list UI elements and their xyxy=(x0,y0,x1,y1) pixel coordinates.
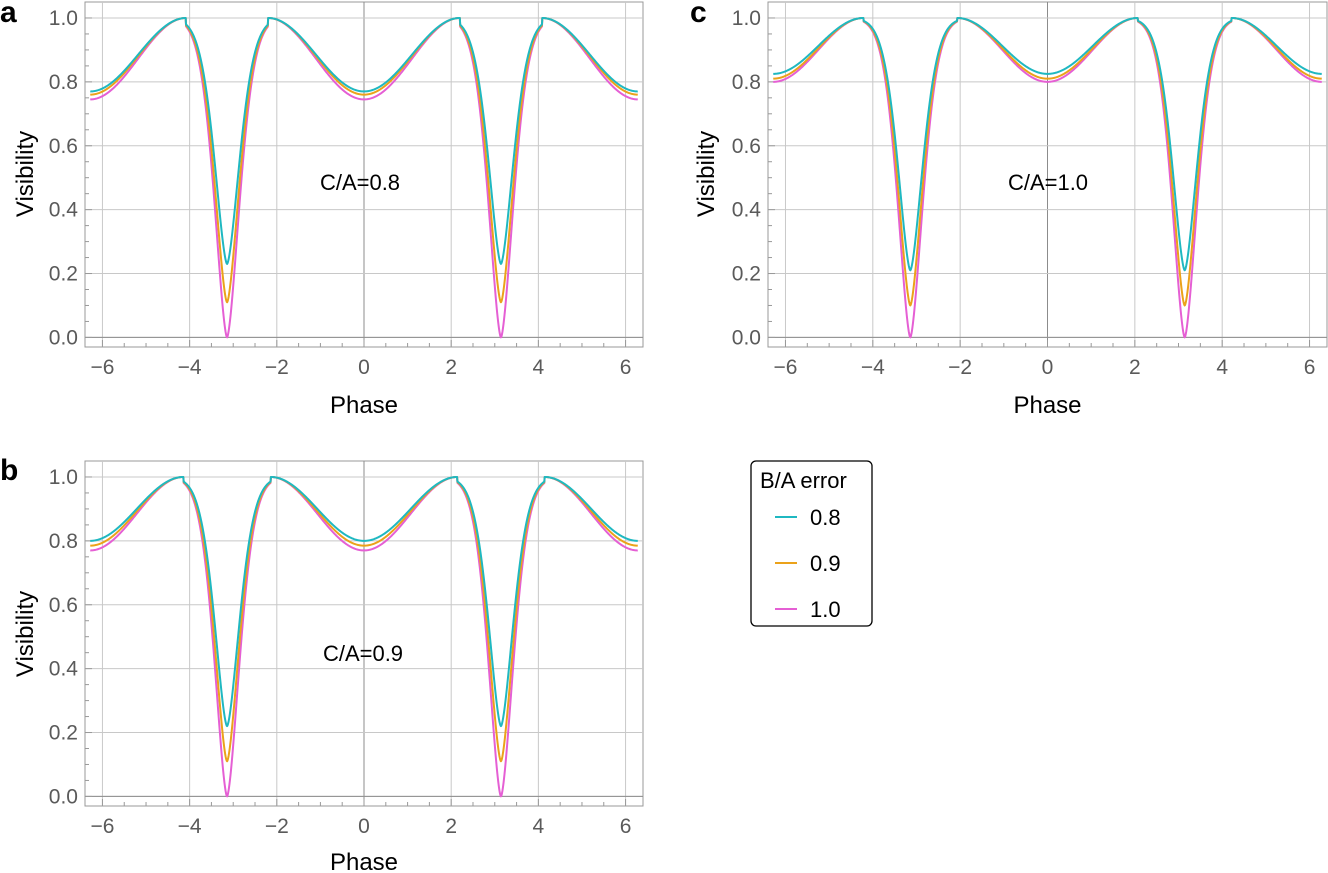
y-tick-label: 0.8 xyxy=(49,530,78,553)
y-tick-label: 0.8 xyxy=(49,71,78,94)
y-tick-label: 0.2 xyxy=(732,263,761,286)
x-tick-label: 4 xyxy=(533,815,545,838)
panel-letter: a xyxy=(0,0,17,29)
ratio-annotation: C/A=0.9 xyxy=(323,641,403,666)
legend-label-0-9: 0.9 xyxy=(810,551,841,576)
series-line-0-8 xyxy=(772,16,1323,272)
x-tick-label: 6 xyxy=(1304,356,1316,379)
x-tick-label: 4 xyxy=(533,356,545,379)
series-line-0-8 xyxy=(89,475,639,728)
x-tick-label: −2 xyxy=(265,356,289,379)
x-tick-label: 2 xyxy=(445,356,457,379)
y-tick-label: 0.0 xyxy=(732,326,761,349)
x-tick-label: −4 xyxy=(861,356,885,379)
x-tick-label: 0 xyxy=(358,356,370,379)
x-axis-title: Phase xyxy=(330,392,398,419)
panel-letter: b xyxy=(0,454,18,487)
x-tick-label: 6 xyxy=(620,815,632,838)
x-tick-label: 0 xyxy=(1042,356,1054,379)
y-tick-label: 1.0 xyxy=(49,466,78,489)
legend-title: B/A error xyxy=(760,468,847,493)
series-line-0-8 xyxy=(89,16,639,265)
y-tick-label: 0.0 xyxy=(49,785,78,808)
y-tick-label: 0.6 xyxy=(49,594,78,617)
x-axis-title: Phase xyxy=(1013,392,1081,419)
y-tick-label: 1.0 xyxy=(732,7,761,30)
y-tick-label: 0.6 xyxy=(732,135,761,158)
y-tick-label: 0.2 xyxy=(49,263,78,286)
y-tick-label: 0.6 xyxy=(49,135,78,158)
ratio-annotation: C/A=1.0 xyxy=(1008,170,1088,195)
legend: B/A error 0.8 0.9 1.0 xyxy=(750,460,873,627)
x-tick-label: −6 xyxy=(773,356,797,379)
x-tick-label: −6 xyxy=(90,356,114,379)
x-tick-label: 2 xyxy=(445,815,457,838)
y-axis-title: Visibility xyxy=(12,591,39,677)
y-tick-label: 0.4 xyxy=(732,199,762,222)
panel-a: −6 −4 −2 0 2 4 6 0.0 0.2 0.4 0.6 0.8 1.0 Phase Visibil… xyxy=(0,0,644,419)
panel-c: −6 −4 −2 0 2 4 6 0.0 0.2 0.4 0.6 0.8 1.0 Phase Visibil… xyxy=(690,0,1328,419)
panel-letter: c xyxy=(690,0,707,29)
legend-label-0-8: 0.8 xyxy=(810,505,841,530)
y-tick-label: 0.2 xyxy=(49,722,78,745)
x-tick-label: −6 xyxy=(90,815,114,838)
x-tick-label: 6 xyxy=(620,356,632,379)
panel-b: −6 −4 −2 0 2 4 6 0.0 0.2 0.4 0.6 0.8 1.0 Phase Visibil… xyxy=(0,454,644,873)
y-axis-title: Visibility xyxy=(12,131,39,217)
legend-box xyxy=(750,460,873,627)
x-tick-label: 4 xyxy=(1216,356,1228,379)
x-tick-label: 0 xyxy=(358,815,370,838)
y-tick-label: 0.4 xyxy=(49,199,79,222)
x-tick-label: −2 xyxy=(948,356,972,379)
x-tick-label: −2 xyxy=(265,815,289,838)
y-tick-label: 1.0 xyxy=(49,7,78,30)
x-tick-label: −4 xyxy=(178,815,202,838)
y-tick-label: 0.8 xyxy=(732,71,761,94)
x-tick-label: 2 xyxy=(1129,356,1141,379)
y-tick-label: 0.4 xyxy=(49,658,79,681)
y-axis-title: Visibility xyxy=(693,131,720,217)
x-tick-label: −4 xyxy=(178,356,202,379)
ratio-annotation: C/A=0.8 xyxy=(320,170,400,195)
x-axis-title: Phase xyxy=(330,849,398,873)
legend-label-1-0: 1.0 xyxy=(810,597,841,622)
y-tick-label: 0.0 xyxy=(49,326,78,349)
